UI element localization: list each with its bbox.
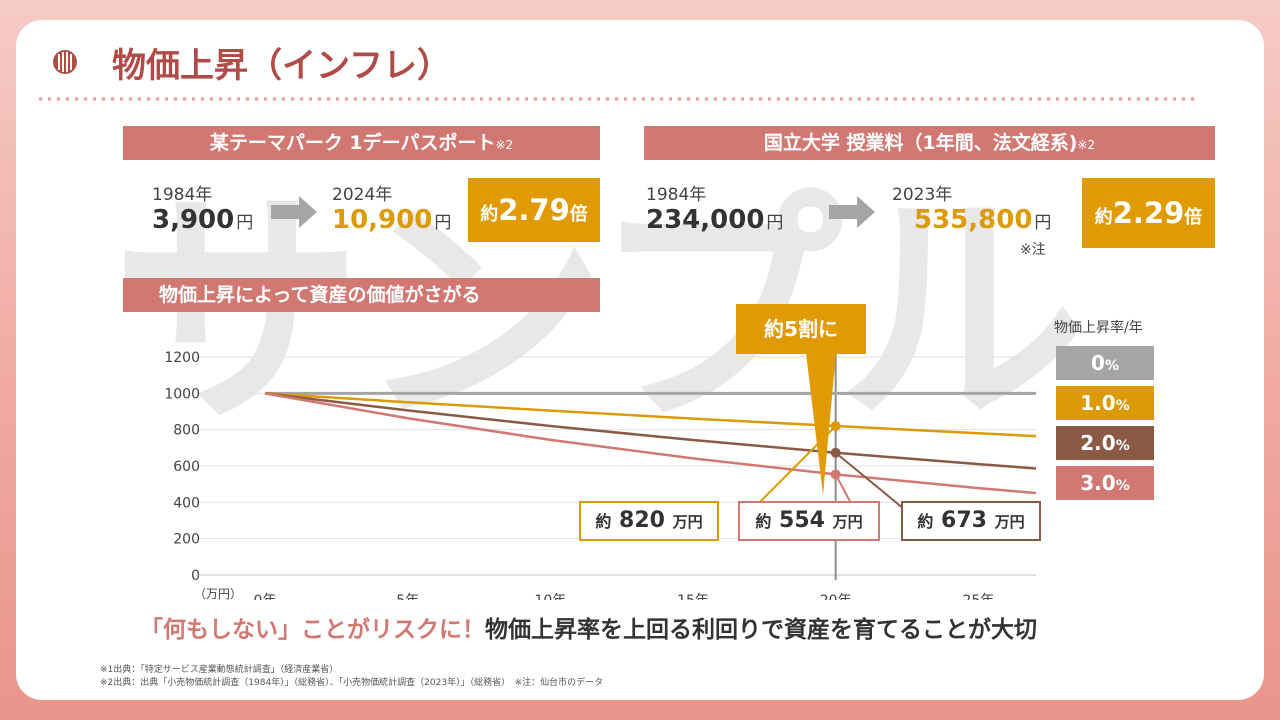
legend-item-1-unit: % (1115, 398, 1130, 414)
univ-ref: ※2 (1077, 138, 1096, 152)
univ-ratio-value: 2.29 (1112, 196, 1185, 230)
park-from-value: 3,900 (152, 205, 235, 235)
page-title: 物価上昇（インフレ） (112, 46, 451, 86)
y-tick-label: 0 (191, 568, 200, 584)
univ-title: 国立大学 授業料（1年間、法文経系) (763, 132, 1078, 154)
annotation-554-prefix: 約 (755, 512, 772, 531)
annotation-554-value: 554 (779, 508, 825, 533)
annotation-554: 約 554 万円 (738, 501, 880, 541)
park-to: 2024年 10,900 円 (332, 180, 451, 235)
park-title-bar: 某テーマパーク 1デーパスポート※2 (123, 126, 600, 160)
univ-from: 1984年 234,000 円 (646, 180, 783, 235)
park-ratio-badge: 約2.79倍 (468, 178, 600, 242)
univ-to-year: 2023年 (892, 185, 953, 205)
annotation-820-prefix: 約 (595, 512, 612, 531)
legend-item-1-label: 1.0 (1080, 391, 1116, 415)
annotation-554-unit: 万円 (832, 513, 863, 531)
park-from-unit: 円 (236, 213, 254, 233)
legend-item-3-unit: % (1115, 478, 1130, 494)
slide-card: サンプル 物価上昇（インフレ） 某テーマパーク 1デーパスポート※2 1984年… (16, 20, 1264, 700)
legend-item-3-label: 3.0 (1080, 471, 1116, 495)
chart-section-bar: 物価上昇によって資産の価値がさがる (123, 278, 600, 312)
data-point-year20 (830, 421, 841, 432)
univ-to: 2023年 535,800 円 (892, 180, 1051, 235)
source-note-2: ※2出典：出典「小売物価統計調査（1984年）」（総務省）、「小売物価統計調査（… (100, 678, 604, 688)
y-tick-label: 400 (173, 495, 200, 511)
park-to-year: 2024年 (332, 185, 393, 205)
legend-item-2-label: 2.0 (1080, 431, 1116, 455)
series-line-2pct (264, 392, 1036, 470)
callout-pointer (806, 353, 836, 495)
x-tick-label: 5年 (396, 593, 419, 600)
annotation-673-unit: 万円 (994, 513, 1025, 531)
legend-title: 物価上昇率/年 (1054, 320, 1143, 336)
data-point-year20 (830, 447, 841, 458)
inflation-line-chart: 0200400600800100012000年5年10年15年20年25年30年… (164, 347, 1036, 600)
univ-ratio-prefix: 約 (1094, 207, 1113, 228)
park-title: 某テーマパーク 1デーパスポート (209, 132, 496, 154)
y-tick-label: 200 (173, 532, 200, 548)
x-tick-label: 15年 (677, 593, 709, 600)
annotation-820: 約 820 万円 (579, 501, 719, 541)
annotation-673-value: 673 (941, 508, 987, 533)
legend-item-3: 3.0% (1056, 466, 1154, 500)
y-tick-label: 800 (173, 423, 200, 439)
park-ref: ※2 (495, 138, 514, 152)
legend-item-2: 2.0% (1056, 426, 1154, 460)
x-tick-label: 20年 (820, 593, 852, 600)
chart-section-title: 物価上昇によって資産の価値がさがる (159, 284, 481, 306)
data-point-year20 (830, 469, 841, 480)
park-ratio-prefix: 約 (480, 204, 499, 225)
univ-to-value: 535,800 (914, 205, 1033, 235)
series-line-3pct (264, 392, 1036, 495)
park-from-year: 1984年 (152, 185, 213, 205)
tagline-text: 物価上昇率を上回る利回りで資産を育てることが大切 (485, 617, 1037, 643)
series-line-1pct (264, 392, 1036, 438)
univ-ratio-badge: 約2.29倍 (1082, 178, 1215, 248)
y-axis-label: （万円） (194, 587, 242, 600)
arrow-right-icon (829, 196, 875, 228)
univ-from-year: 1984年 (646, 185, 707, 205)
tagline-highlight: 「何もしない」ことがリスクに！ (140, 617, 485, 643)
legend-item-0-label: 0 (1091, 351, 1105, 375)
univ-from-unit: 円 (766, 213, 784, 233)
univ-to-unit: 円 (1034, 213, 1052, 233)
half-value-callout: 約5割に (736, 304, 866, 354)
univ-from-value: 234,000 (646, 205, 765, 235)
univ-ratio-suffix: 倍 (1184, 207, 1203, 228)
striped-circle-icon (53, 50, 77, 74)
arrow-right-icon (271, 196, 317, 228)
tagline: 「何もしない」ことがリスクに！物価上昇率を上回る利回りで資産を育てることが大切 (140, 610, 1037, 644)
legend-item-2-unit: % (1115, 438, 1130, 454)
y-tick-label: 1200 (164, 350, 200, 366)
park-to-value: 10,900 (332, 205, 433, 235)
y-tick-label: 600 (173, 459, 200, 475)
dotted-divider (36, 97, 1196, 101)
park-ratio-suffix: 倍 (569, 204, 588, 225)
source-note-1: ※1出典：「特定サービス産業動態統計調査」（経済産業省） (100, 665, 339, 675)
legend-item-1: 1.0% (1056, 386, 1154, 420)
legend-item-0-unit: % (1104, 358, 1119, 374)
y-tick-label: 1000 (164, 386, 200, 402)
univ-title-bar: 国立大学 授業料（1年間、法文経系)※2 (644, 126, 1215, 160)
annotation-673-prefix: 約 (917, 512, 934, 531)
x-tick-label: 0年 (254, 593, 277, 600)
univ-note: ※注 (1020, 242, 1046, 258)
annotation-820-value: 820 (619, 508, 665, 533)
legend-item-0: 0% (1056, 346, 1154, 380)
x-tick-label: 25年 (962, 593, 994, 600)
annotation-820-unit: 万円 (672, 513, 703, 531)
park-to-unit: 円 (434, 213, 452, 233)
park-ratio-value: 2.79 (498, 193, 570, 227)
park-from: 1984年 3,900 円 (152, 180, 253, 235)
annotation-673: 約 673 万円 (901, 501, 1041, 541)
x-tick-label: 10年 (534, 593, 566, 600)
